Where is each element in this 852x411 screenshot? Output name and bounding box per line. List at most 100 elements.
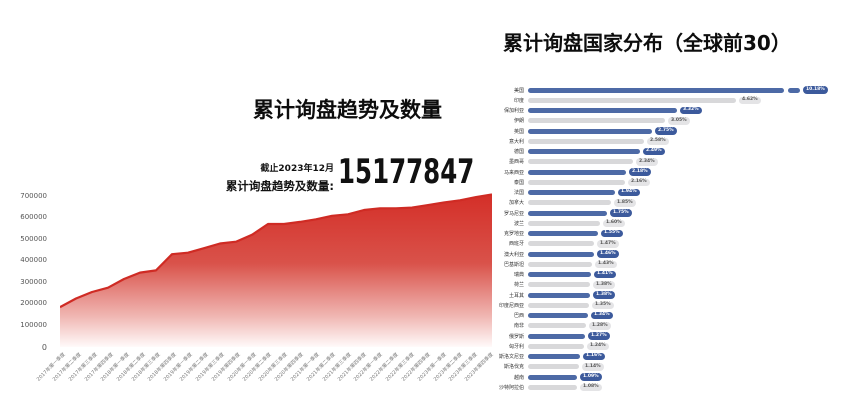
country-label: 保加利亚 [503, 108, 524, 114]
country-bar-row: 罗马尼亚 1.75% [488, 208, 852, 218]
country-bar[interactable] [528, 179, 625, 185]
percentage-badge: 2.49% [643, 147, 665, 156]
country-bar[interactable] [528, 364, 579, 370]
y-tick-label: 300000 [20, 277, 47, 286]
total-inquiries-value: 15177847 [338, 152, 475, 192]
total-metric-label: 累计询盘趋势及数量: [225, 179, 334, 193]
country-label: 南非 [513, 323, 524, 330]
country-bar-row: 沙特阿拉伯 1.08% [488, 382, 852, 392]
country-bar[interactable] [528, 261, 592, 267]
country-bar[interactable] [528, 159, 633, 165]
country-bar-row: 保加利亚 3.32% [488, 106, 852, 116]
y-tick-label: 0 [41, 342, 47, 352]
country-label: 加拿大 [508, 200, 524, 207]
country-bar-row: 克罗地亚 1.55% [488, 229, 852, 239]
country-bar-row: 伊朗 3.05% [488, 116, 852, 126]
country-label: 俄罗斯 [508, 333, 524, 340]
country-bar[interactable] [528, 128, 652, 134]
country-bar[interactable] [528, 354, 580, 359]
y-tick-label: 200000 [20, 299, 47, 308]
country-label: 德国 [513, 149, 524, 155]
country-bar[interactable] [528, 374, 577, 380]
percentage-badge: 2.18% [629, 168, 651, 176]
country-label: 瑞典 [513, 272, 524, 278]
percentage-badge: 1.75% [610, 209, 632, 217]
country-bar[interactable] [528, 190, 615, 195]
country-label: 印度 [513, 97, 524, 104]
percentage-badge: 2.58% [647, 137, 669, 145]
percentage-badge: 3.05% [668, 117, 690, 125]
country-label: 印度尼西亚 [498, 302, 524, 309]
country-bar[interactable] [528, 251, 594, 257]
country-bar[interactable] [528, 200, 611, 206]
country-bar[interactable] [528, 323, 586, 329]
country-bar-row: 泰国 2.16% [488, 177, 852, 187]
percentage-badge: 1.55% [601, 229, 623, 238]
country-label: 马来西亚 [503, 169, 524, 176]
y-tick-label: 100000 [20, 320, 47, 329]
percentage-badge: 2.16% [628, 178, 650, 186]
country-label: 克罗地亚 [503, 231, 524, 237]
country-bar[interactable] [528, 313, 588, 318]
y-tick-label: 700000 [20, 191, 47, 200]
country-label: 泰国 [513, 179, 524, 186]
country-label: 越南 [513, 374, 524, 381]
percentage-badge: 1.09% [580, 373, 602, 381]
percentage-badge: 1.94% [618, 188, 640, 197]
trend-chart-title: 累计询盘趋势及数量 [253, 98, 442, 122]
percentage-badge: 3.32% [680, 106, 702, 115]
country-label: 波兰 [513, 220, 524, 227]
country-bar[interactable] [528, 282, 590, 288]
asof-date-label: 截止2023年12月 [260, 164, 334, 174]
country-bar-row: 瑞典 1.41% [488, 270, 852, 280]
country-bar-truncated-segment[interactable] [788, 87, 800, 93]
percentage-badge: 2.34% [636, 158, 658, 166]
trend-annotation: 截止2023年12月 累计询盘趋势及数量: [148, 161, 334, 194]
country-bar-row: 加拿大 1.85% [488, 198, 852, 208]
country-bar-row: 印度 4.62% [488, 95, 852, 105]
y-tick-label: 500000 [20, 234, 47, 243]
country-bar[interactable] [528, 108, 677, 113]
country-label: 土耳其 [508, 292, 524, 299]
country-bar[interactable] [528, 149, 640, 154]
country-bar-row: 意大利 2.58% [488, 136, 852, 146]
country-bar[interactable] [528, 210, 607, 216]
country-bar-row: 斯洛伐克 1.14% [488, 362, 852, 372]
country-bar[interactable] [528, 343, 584, 349]
country-bar-row: 匈牙利 1.24% [488, 341, 852, 351]
country-bar[interactable] [528, 87, 784, 93]
percentage-badge: 1.41% [594, 270, 616, 279]
country-bar-row: 美国 10.18% [488, 85, 852, 95]
country-bar[interactable] [528, 272, 591, 277]
country-label: 匈牙利 [508, 343, 524, 350]
country-bar-row: 澳大利亚 1.46% [488, 249, 852, 259]
country-label: 澳大利亚 [503, 251, 524, 258]
percentage-badge: 1.35% [592, 301, 614, 309]
country-bar-row: 墨西哥 2.34% [488, 157, 852, 167]
country-bar-row: 巴西 1.34% [488, 311, 852, 321]
country-bar[interactable] [528, 333, 585, 339]
percentage-badge: 1.24% [587, 342, 609, 350]
percentage-badge: 1.14% [582, 363, 604, 371]
country-bar[interactable] [528, 231, 598, 236]
country-bar[interactable] [528, 118, 665, 124]
percentage-badge: 1.43% [595, 260, 617, 268]
country-bar-row: 印度尼西亚 1.35% [488, 300, 852, 310]
country-bar-row: 英国 2.75% [488, 126, 852, 136]
percentage-badge: 10.18% [803, 86, 828, 94]
country-label: 巴西 [513, 313, 524, 319]
country-bar[interactable] [528, 292, 590, 298]
country-bar[interactable] [528, 97, 736, 103]
country-bar[interactable] [528, 169, 626, 175]
country-bar[interactable] [528, 241, 594, 247]
country-label: 伊朗 [513, 118, 524, 125]
country-bar-row: 南非 1.28% [488, 321, 852, 331]
trend-area-chart[interactable] [60, 188, 492, 347]
country-bar[interactable] [528, 384, 577, 390]
country-label: 西班牙 [508, 241, 524, 248]
percentage-badge: 1.08% [580, 383, 602, 391]
percentage-badge: 1.27% [588, 332, 610, 340]
country-bar[interactable] [528, 220, 600, 226]
country-bar[interactable] [528, 302, 589, 308]
country-bar[interactable] [528, 138, 644, 144]
